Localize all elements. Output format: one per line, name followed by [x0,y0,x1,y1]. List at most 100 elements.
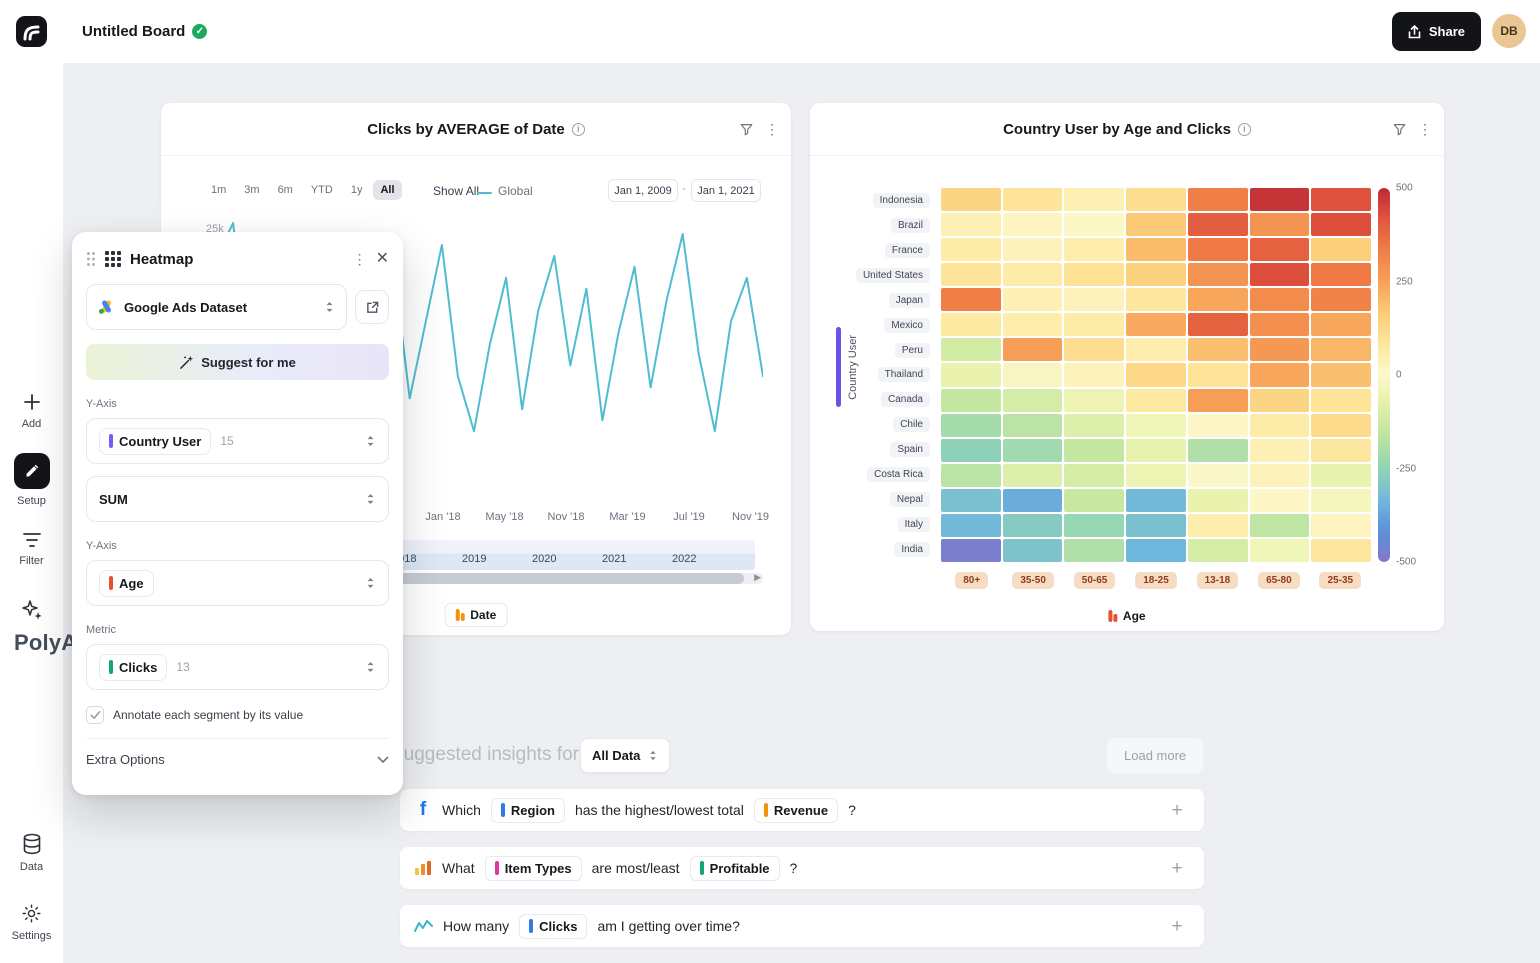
field-chip[interactable]: Region [490,797,565,823]
heatmap-cell[interactable] [1249,363,1310,387]
info-icon[interactable]: i [1237,122,1251,136]
heatmap-col-label[interactable]: 25-35 [1319,572,1362,589]
dataset-select[interactable]: Google Ads Dataset [86,284,347,330]
unfold-icon[interactable] [365,492,376,506]
heatmap-cell[interactable] [1002,363,1063,387]
heatmap-row-label[interactable]: Brazil [890,217,930,233]
heatmap-cell[interactable] [1002,388,1063,412]
heatmap-cell[interactable] [941,388,1001,412]
heatmap-cell[interactable] [1249,438,1310,462]
heatmap-row-label[interactable]: Italy [897,517,930,533]
heatmap-cell[interactable] [1187,188,1248,212]
board-title-text[interactable]: Untitled Board [82,23,186,40]
heatmap-cell[interactable] [1126,338,1186,362]
range-all-button[interactable]: All [373,180,402,200]
heatmap-cell[interactable] [1311,313,1371,337]
heatmap-cell[interactable] [1249,213,1310,237]
heatmap-col-label[interactable]: 18-25 [1135,572,1177,589]
heatmap-cell[interactable] [1002,238,1063,262]
heatmap-cell[interactable] [941,463,1001,487]
heatmap-cell[interactable] [1064,413,1125,437]
heatmap-cell[interactable] [941,188,1001,212]
heatmap-cell[interactable] [1064,238,1125,262]
kebab-menu-icon[interactable]: ⋮ [352,250,367,267]
heatmap-cell[interactable] [941,363,1001,387]
heatmap-col-label[interactable]: 50-65 [1073,572,1116,589]
insights-dataset-dropdown[interactable]: All Data [580,738,671,773]
heatmap-cell[interactable] [1002,288,1063,312]
heatmap-cell[interactable] [1311,438,1371,462]
field-chip[interactable]: Clicks [99,653,168,681]
heatmap-cell[interactable] [1187,388,1248,412]
heatmap-row-label[interactable]: Costa Rica [867,467,930,483]
heatmap-row-label[interactable]: Thailand [877,367,930,383]
heatmap-row-label[interactable]: United States [855,267,930,283]
insight-row[interactable]: f Which Region has the highest/lowest total… [400,789,1204,831]
heatmap-cell[interactable] [941,538,1001,562]
load-more-button[interactable]: Load more [1107,738,1204,773]
heatmap-cell[interactable] [1311,213,1371,237]
heatmap-cell[interactable] [1002,263,1063,287]
heatmap-cell[interactable] [1002,538,1063,562]
heatmap-cell[interactable] [1187,488,1248,512]
heatmap-cell[interactable] [1126,388,1186,412]
heatmap-cell[interactable] [1002,513,1063,537]
heatmap-cell[interactable] [1311,538,1371,562]
avatar[interactable]: DB [1492,14,1526,48]
heatmap-cell[interactable] [1064,488,1125,512]
heatmap-cell[interactable] [1126,363,1186,387]
heatmap-cell[interactable] [941,513,1001,537]
field-chip[interactable]: Country User [99,427,212,455]
heatmap-cell[interactable] [1249,313,1310,337]
heatmap-cell[interactable] [941,263,1001,287]
heatmap-cell[interactable] [1187,438,1248,462]
heatmap-row-label[interactable]: Chile [893,417,930,433]
range-1m-button[interactable]: 1m [204,180,233,200]
sidebar-item-filter[interactable]: Filter [0,531,63,567]
heatmap-cell[interactable] [1249,513,1310,537]
heatmap-cell[interactable] [1187,363,1248,387]
heatmap-cell[interactable] [1002,463,1063,487]
heatmap-cell[interactable] [1064,338,1125,362]
kebab-menu-icon[interactable]: ⋮ [765,121,779,137]
heatmap-cell[interactable] [941,438,1001,462]
heatmap-col-label[interactable]: 13-18 [1196,572,1239,589]
heatmap-cell[interactable] [1187,338,1248,362]
metric-field[interactable]: Clicks 13 [86,644,389,690]
heatmap-cell[interactable] [1249,188,1310,212]
heatmap-cell[interactable] [1064,263,1125,287]
heatmap-cell[interactable] [1126,488,1186,512]
range-1y-button[interactable]: 1y [344,180,370,200]
heatmap-cell[interactable] [1064,438,1125,462]
heatmap-col-label[interactable]: 65-80 [1258,572,1300,589]
field-chip[interactable]: Age [99,569,154,597]
kebab-menu-icon[interactable]: ⋮ [1418,121,1432,137]
heatmap-row-label[interactable]: Peru [894,342,930,358]
heatmap-col-label[interactable]: 80+ [955,572,989,589]
heatmap-cell[interactable] [1126,513,1186,537]
heatmap-row-label[interactable]: Japan [888,292,930,308]
heatmap-cell[interactable] [1187,213,1248,237]
heatmap-cell[interactable] [1311,513,1371,537]
x-axis-field-badge[interactable]: Date [444,603,508,627]
heatmap-row-label[interactable]: Canada [880,392,930,408]
unfold-icon[interactable] [365,434,376,448]
heatmap-cell[interactable] [941,288,1001,312]
field-chip[interactable]: Item Types [484,855,582,881]
heatmap-cell[interactable] [941,313,1001,337]
filter-icon[interactable] [740,123,753,136]
heatmap-cell[interactable] [1249,238,1310,262]
heatmap-cell[interactable] [1249,263,1310,287]
heatmap-cell[interactable] [1311,488,1371,512]
heatmap-cell[interactable] [1126,463,1186,487]
heatmap-cell[interactable] [941,338,1001,362]
country-user-field[interactable]: Country User 15 [86,418,389,464]
heatmap-cell[interactable] [1187,513,1248,537]
heatmap-cell[interactable] [1187,288,1248,312]
heatmap-cell[interactable] [1064,188,1125,212]
heatmap-cell[interactable] [1126,313,1186,337]
show-all-toggle[interactable]: Show All [433,184,480,198]
filter-icon[interactable] [1393,123,1406,136]
extra-options-toggle[interactable]: Extra Options [86,738,389,767]
heatmap-cell[interactable] [1311,463,1371,487]
